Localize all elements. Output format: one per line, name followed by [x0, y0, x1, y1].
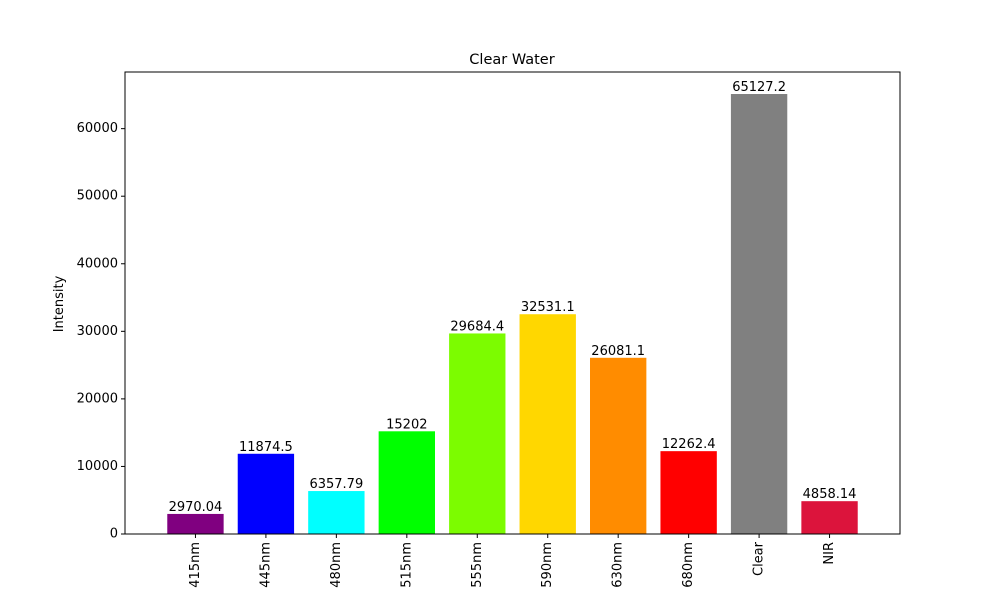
y-tick-label: 40000: [77, 256, 118, 271]
x-tick-label: 590nm: [540, 542, 555, 588]
bar-515nm: [378, 431, 435, 534]
value-label-515nm: 15202: [386, 417, 427, 432]
chart-title: Clear Water: [469, 52, 554, 68]
x-tick-label: Clear: [752, 541, 767, 576]
bar-nir: [801, 501, 858, 534]
value-label-445nm: 11874.5: [239, 440, 293, 455]
value-label-680nm: 12262.4: [662, 437, 716, 452]
value-labels-group: 2970.04 11874.5 6357.79 15202 29684.4 32531.1…: [169, 80, 857, 515]
x-tick-label: 630nm: [611, 542, 626, 588]
y-tick-label: 20000: [77, 391, 118, 406]
bar-590nm: [519, 314, 576, 534]
y-axis-ticks: 0 10000 20000 30000 40000 50000 60000: [77, 121, 125, 542]
x-tick-label: 555nm: [470, 542, 485, 588]
bar-clear: [730, 94, 788, 534]
value-label-nir: 4858.14: [803, 487, 857, 502]
y-axis-label: Intensity: [52, 275, 67, 332]
bar-680nm: [660, 451, 717, 534]
value-label-clear: 65127.2: [732, 80, 786, 95]
bars-group: [167, 94, 858, 534]
value-label-590nm: 32531.1: [521, 300, 575, 315]
x-tick-label: 480nm: [329, 542, 344, 588]
value-label-480nm: 6357.79: [309, 477, 363, 492]
value-label-555nm: 29684.4: [450, 319, 504, 334]
value-label-630nm: 26081.1: [591, 344, 645, 359]
x-tick-label: 680nm: [681, 542, 696, 588]
bar-555nm: [449, 333, 506, 534]
x-axis-ticks: 415nm 445nm 480nm 515nm 555nm 590nm 630nm 680nm…: [188, 534, 837, 588]
bar-480nm: [308, 491, 365, 534]
x-tick-label: 415nm: [188, 542, 203, 588]
y-tick-label: 30000: [77, 324, 118, 339]
y-tick-label: 10000: [77, 459, 118, 474]
x-tick-label: NIR: [822, 542, 837, 565]
x-tick-label: 515nm: [399, 542, 414, 588]
plot-frame: [124, 71, 901, 535]
bar-415nm: [167, 513, 224, 534]
bar-445nm: [237, 453, 295, 534]
value-label-415nm: 2970.04: [169, 500, 223, 515]
bar-630nm: [590, 357, 647, 534]
x-tick-label: 445nm: [258, 542, 273, 588]
y-tick-label: 50000: [77, 189, 118, 204]
y-tick-label: 0: [110, 527, 118, 542]
y-tick-label: 60000: [77, 121, 118, 136]
